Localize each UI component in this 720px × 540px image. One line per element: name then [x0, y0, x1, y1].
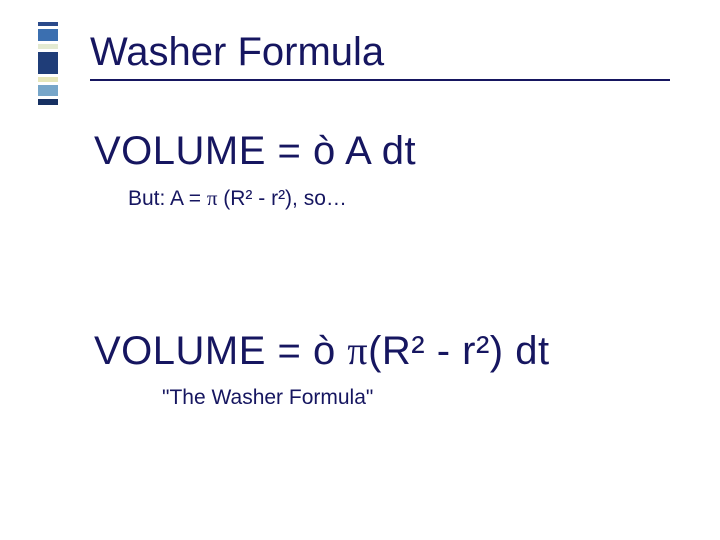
formula-volume-A: VOLUME = ò A dt	[94, 129, 720, 174]
slide-title: Washer Formula	[90, 30, 670, 81]
formula-rhs: A dt	[336, 129, 416, 173]
note-area-definition: But: A = π (R² - r²), so…	[128, 186, 720, 211]
accent-block	[38, 85, 58, 96]
accent-block	[38, 29, 58, 41]
integral-symbol: ò	[313, 329, 336, 373]
accent-block	[38, 77, 58, 82]
formula-lhs: VOLUME =	[94, 129, 313, 173]
note-post: (R² - r²), so…	[217, 187, 346, 210]
formula2-rhs: (R² - r²) dt	[368, 329, 550, 373]
accent-block	[38, 52, 58, 74]
tagline: "The Washer Formula"	[162, 386, 720, 410]
slide: Washer Formula VOLUME = ò A dt But: A = …	[0, 0, 720, 540]
formula2-lhs: VOLUME =	[94, 329, 313, 373]
accent-block	[38, 44, 58, 49]
pi-symbol: π	[207, 186, 218, 210]
integral-symbol: ò	[313, 129, 336, 173]
accent-block	[38, 22, 58, 26]
formula-washer: VOLUME = ò π(R² - r²) dt	[94, 327, 720, 374]
accent-bar	[38, 22, 58, 108]
formula2-mid	[336, 329, 348, 373]
pi-symbol: π	[347, 328, 368, 373]
note-pre: But: A =	[128, 187, 207, 210]
accent-block	[38, 99, 58, 105]
